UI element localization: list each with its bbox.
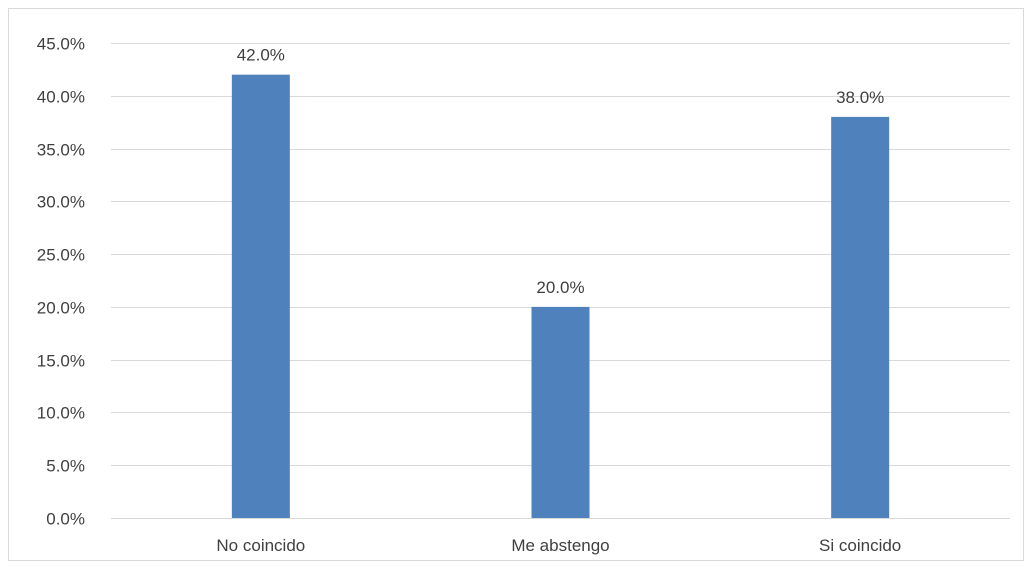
data-label: 38.0%: [836, 88, 884, 107]
bar: [831, 116, 890, 518]
x-tick-label: No coincido: [216, 536, 305, 555]
bar: [531, 306, 590, 518]
x-tick-label: Si coincido: [819, 536, 901, 555]
y-tick-label: 40.0%: [37, 88, 85, 107]
x-axis-tick-labels: No coincido Me abstengo Si coincido: [216, 536, 901, 555]
chart-area: 0.0% 5.0% 10.0% 15.0% 20.0% 25.0% 30.0% 35.0% 40…: [8, 8, 1024, 561]
y-tick-label: 45.0%: [37, 35, 85, 54]
y-tick-label: 25.0%: [37, 246, 85, 265]
y-tick-label: 0.0%: [46, 510, 85, 529]
bar: [231, 74, 290, 519]
y-tick-label: 35.0%: [37, 141, 85, 160]
y-axis-tick-labels: 0.0% 5.0% 10.0% 15.0% 20.0% 25.0% 30.0% 35.0% 40…: [37, 35, 85, 529]
x-tick-label: Me abstengo: [511, 536, 609, 555]
y-tick-label: 5.0%: [46, 457, 85, 476]
y-tick-label: 20.0%: [37, 299, 85, 318]
bars: [231, 74, 890, 519]
data-labels: 42.0% 20.0% 38.0%: [237, 46, 885, 297]
y-tick-label: 10.0%: [37, 404, 85, 423]
bar-chart: 0.0% 5.0% 10.0% 15.0% 20.0% 25.0% 30.0% 35.0% 40…: [37, 35, 1010, 555]
data-label: 20.0%: [536, 278, 584, 297]
y-tick-label: 15.0%: [37, 352, 85, 371]
y-tick-label: 30.0%: [37, 193, 85, 212]
data-label: 42.0%: [237, 46, 285, 65]
